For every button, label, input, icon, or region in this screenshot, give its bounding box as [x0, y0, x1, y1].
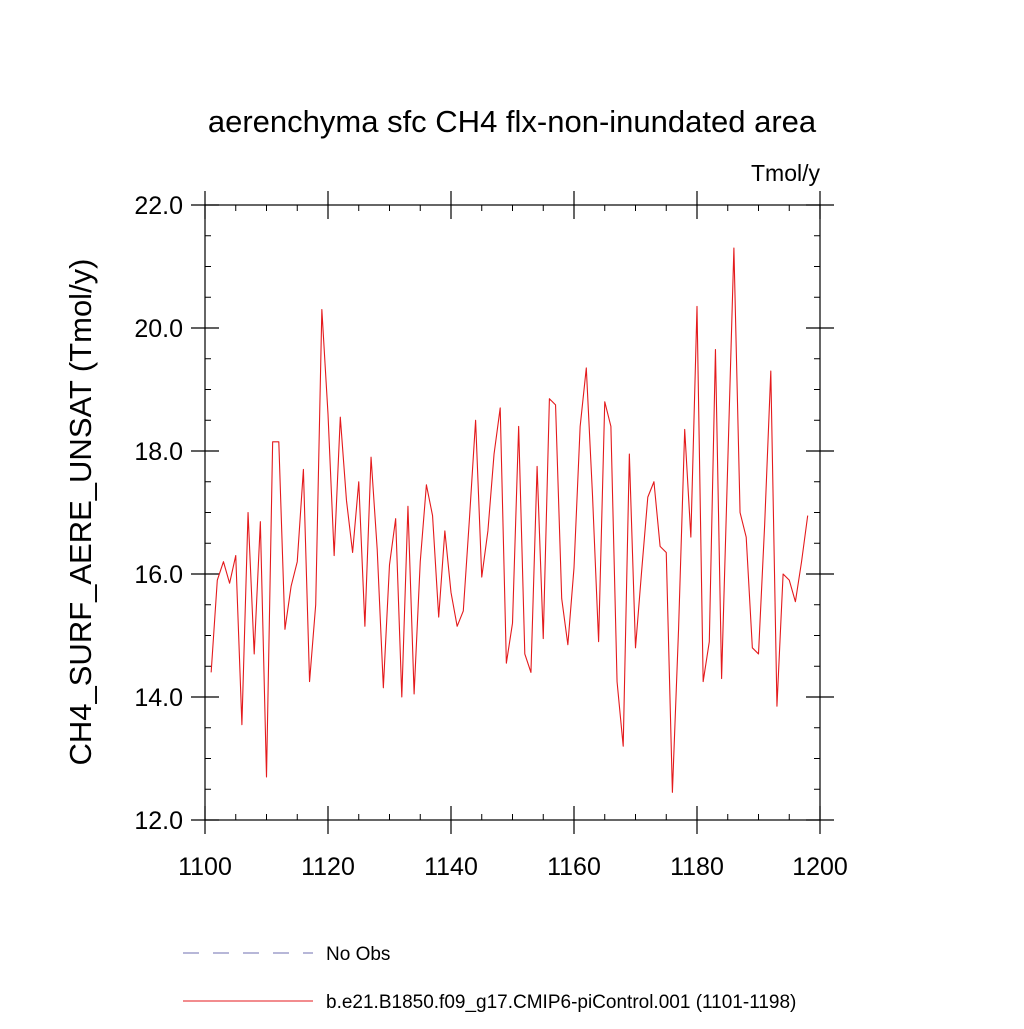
x-tick-label: 1160 — [547, 853, 601, 881]
x-tick-label: 1100 — [178, 853, 232, 881]
x-tick-label: 1180 — [670, 853, 724, 881]
y-tick-label: 18.0 — [134, 438, 183, 466]
legend: No Obs b.e21.B1850.f09_g17.CMIP6-piContro… — [183, 944, 796, 1013]
x-tick-label: 1140 — [424, 853, 478, 881]
y-tick-label: 22.0 — [134, 192, 183, 220]
legend-label: b.e21.B1850.f09_g17.CMIP6-piControl.001 … — [326, 992, 796, 1013]
chart-title: aerenchyma sfc CH4 flx-non-inundated are… — [208, 104, 817, 139]
y-tick-label: 12.0 — [134, 807, 183, 835]
series-line — [210, 247, 809, 793]
series-layer — [210, 247, 809, 793]
x-tick-label: 1120 — [301, 853, 355, 881]
units-label: Tmol/y — [751, 160, 821, 186]
y-tick-label: 20.0 — [134, 315, 183, 343]
axis-ticks: 12.0 14.0 16.0 18.0 20.0 22.0 1100 1120 1140 1160… — [134, 191, 848, 881]
plot-frame — [204, 204, 821, 821]
y-axis-label: CH4_SURF_AERE_UNSAT (Tmol/y) — [63, 258, 98, 765]
legend-label: No Obs — [326, 944, 390, 965]
y-tick-label: 14.0 — [134, 684, 183, 712]
x-tick-label: 1200 — [792, 853, 848, 881]
y-tick-label: 16.0 — [134, 561, 183, 589]
